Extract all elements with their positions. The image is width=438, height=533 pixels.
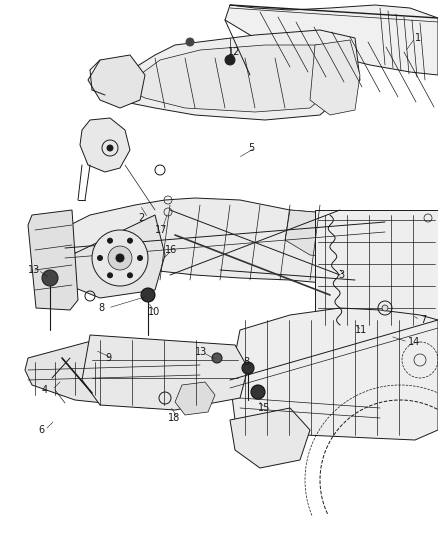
- Polygon shape: [55, 198, 385, 285]
- Text: 3: 3: [338, 270, 344, 280]
- Circle shape: [242, 362, 254, 374]
- Text: 10: 10: [148, 307, 160, 317]
- Text: 13: 13: [195, 347, 207, 357]
- Text: 18: 18: [168, 413, 180, 423]
- Circle shape: [92, 230, 148, 286]
- Circle shape: [108, 246, 132, 270]
- Circle shape: [127, 273, 133, 278]
- Text: 7: 7: [420, 315, 426, 325]
- Polygon shape: [88, 55, 145, 108]
- Circle shape: [212, 353, 222, 363]
- Text: 8: 8: [243, 357, 249, 367]
- Text: 15: 15: [258, 403, 270, 413]
- Polygon shape: [230, 408, 310, 468]
- Circle shape: [225, 55, 235, 65]
- Text: 13: 13: [28, 265, 40, 275]
- Polygon shape: [58, 215, 165, 298]
- Text: 8: 8: [98, 303, 104, 313]
- Polygon shape: [230, 308, 438, 440]
- Text: 12: 12: [228, 47, 240, 57]
- Polygon shape: [225, 5, 438, 75]
- Text: 5: 5: [248, 143, 254, 153]
- Polygon shape: [285, 210, 365, 260]
- Circle shape: [107, 273, 113, 278]
- Circle shape: [141, 288, 155, 302]
- Circle shape: [382, 305, 388, 311]
- Polygon shape: [80, 118, 130, 172]
- Text: 6: 6: [38, 425, 44, 435]
- Circle shape: [42, 270, 58, 286]
- Text: 1: 1: [415, 33, 421, 43]
- Text: 17: 17: [155, 225, 167, 235]
- Text: 9: 9: [105, 353, 111, 363]
- Circle shape: [127, 238, 133, 243]
- Polygon shape: [28, 210, 78, 310]
- Polygon shape: [100, 30, 360, 120]
- Polygon shape: [175, 382, 215, 415]
- Text: 14: 14: [408, 337, 420, 347]
- Polygon shape: [25, 340, 225, 408]
- Circle shape: [116, 254, 124, 262]
- Polygon shape: [315, 210, 438, 330]
- Text: 11: 11: [355, 325, 367, 335]
- Circle shape: [98, 255, 102, 261]
- Circle shape: [138, 255, 142, 261]
- Circle shape: [107, 238, 113, 243]
- Circle shape: [186, 38, 194, 46]
- Polygon shape: [310, 40, 360, 115]
- Text: 16: 16: [165, 245, 177, 255]
- Text: 2: 2: [138, 213, 144, 223]
- Circle shape: [251, 385, 265, 399]
- Polygon shape: [125, 45, 340, 112]
- Circle shape: [107, 145, 113, 151]
- Polygon shape: [82, 335, 248, 410]
- Text: 4: 4: [42, 385, 48, 395]
